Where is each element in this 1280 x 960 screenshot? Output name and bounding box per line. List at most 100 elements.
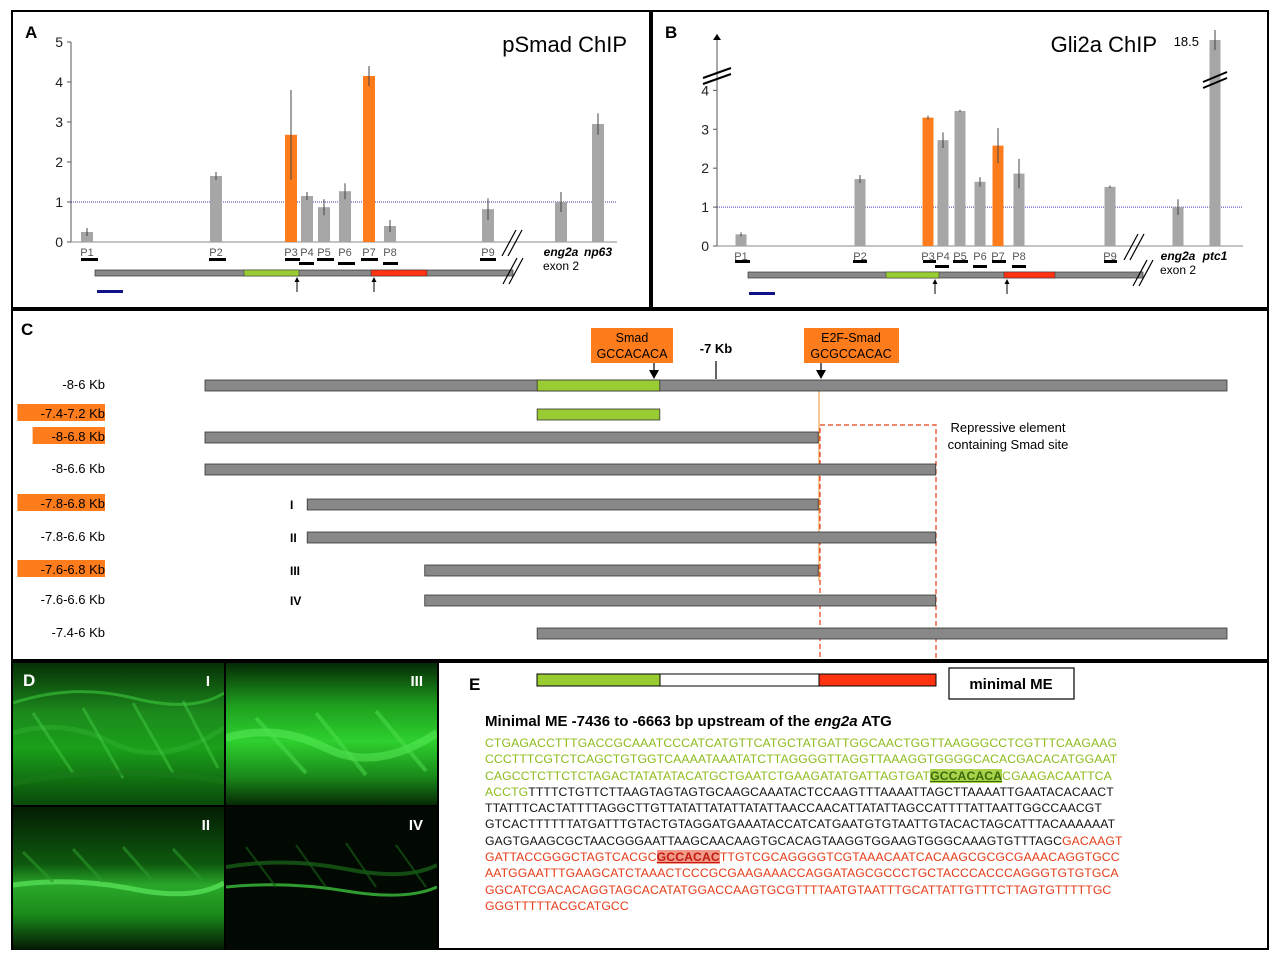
sequence-segment: TTATTTCACTATTTTAGGCTTGTTATATTATATTATATTA… [485, 801, 1102, 816]
panel-e: E minimal ME Minimal ME -7436 to -6663 b… [437, 661, 1269, 950]
x-tick-label: P5 [317, 247, 330, 259]
primer-mark [209, 258, 226, 261]
minimal-me-red-segment [818, 673, 937, 687]
repressive-note-2: containing Smad site [948, 437, 1069, 452]
chart-title: pSmad ChIP [502, 32, 627, 57]
site-arrow-head [1004, 279, 1010, 284]
bar-P1 [81, 232, 93, 242]
construct-label-highlight [17, 494, 105, 511]
embryo-image-IV: IV [226, 807, 437, 950]
x-tick-label: P8 [383, 247, 396, 259]
site-arrow-head [932, 279, 938, 284]
bar-P4 [937, 140, 949, 246]
y-tick-label: 3 [701, 121, 709, 137]
sequence-segment: GTCACTTTTTTATGATTTGTACTGTAGGATGAAATACCAT… [485, 817, 1116, 832]
sequence-segment: GGGTTTTTACGCATGCC [485, 898, 629, 913]
primer-mark [935, 265, 949, 268]
construct-bar [424, 594, 937, 607]
y-tick-label: 0 [55, 234, 63, 250]
genomic-red-region [1003, 271, 1056, 279]
panel-letter: B [665, 23, 677, 42]
construct-roman: II [290, 531, 297, 545]
x-axis-break-mark [1123, 233, 1145, 261]
construct-label: -7.4-6 Kb [52, 625, 105, 640]
sequence-line: GGCATCGACACAGGTAGCACATATGGACCAAGTGCGTTTT… [485, 882, 1245, 898]
construct-roman: IV [290, 594, 301, 608]
minimal-me-box-label: minimal ME [969, 676, 1052, 693]
e2f-site-box [804, 328, 899, 363]
dna-sequence: CTGAGACCTTTGACCGCAAATCCCATCATGTTCATGCTAT… [485, 735, 1245, 914]
construct-label: -8-6.6 Kb [52, 461, 105, 476]
tile-label-III: III [410, 673, 423, 690]
repressive-note-1: Repressive element [951, 420, 1066, 435]
bar-eng2a-exon-2 [555, 202, 567, 242]
y-tick-label: 0 [701, 238, 709, 254]
bar-P2 [210, 176, 222, 242]
y-tick-label: 1 [701, 199, 709, 215]
minimal-me-green-segment [536, 673, 661, 687]
sequence-segment: TTTTCTGTTCTTAAGTAGTAGTGCAAGCAAATACTCCAAG… [528, 784, 1114, 799]
construct-bar [306, 531, 937, 544]
construct-bar [424, 564, 819, 577]
sequence-segment: CTGAGACCTTTGACCGCAAATCCCATCATGTTCATGCTAT… [485, 736, 1118, 750]
sequence-line: TTATTTCACTATTTTAGGCTTGTTATATTATATTATATTA… [485, 800, 1245, 816]
x-tick-label: eng2a [1161, 249, 1196, 263]
y-tick-label: 1 [55, 194, 63, 210]
embryo-image-II: II [13, 807, 224, 950]
bar-P6 [974, 181, 986, 246]
construct-bar [204, 463, 937, 476]
bar-P8 [384, 226, 396, 242]
construct-label-highlight [17, 560, 105, 577]
sequence-segment: GATTACCGGGCTAGTCACGC [485, 850, 657, 865]
x-tick-label: P6 [973, 251, 986, 263]
minimal-me-white-segment [659, 673, 820, 687]
panel-letter-d: D [23, 671, 36, 690]
bar-np63 [592, 124, 604, 242]
x-tick-label: P6 [338, 247, 351, 259]
bar-P4 [301, 196, 313, 242]
site-arrow-head [816, 370, 826, 379]
bar-P5 [954, 110, 966, 246]
bar-P6 [339, 191, 351, 242]
bar-P1 [735, 234, 747, 246]
repressive-element-box [819, 424, 937, 659]
bar-P3 [922, 117, 934, 246]
x-tick-sublabel: exon 2 [543, 259, 579, 273]
construct-bar [204, 379, 1228, 392]
bar-P7 [363, 76, 375, 242]
primer-mark [338, 262, 355, 265]
scale-bar [749, 292, 775, 295]
y-tick-label: 2 [55, 154, 63, 170]
embryo-image-I: I [13, 663, 224, 805]
primer-mark [992, 260, 1006, 263]
bar-P9 [1104, 186, 1116, 246]
site-arrow-head [294, 277, 300, 282]
primer-mark [317, 258, 334, 261]
primer-mark [361, 258, 378, 261]
bar-P9 [482, 209, 494, 242]
x-tick-label: eng2a [544, 245, 579, 259]
panel-letter: A [25, 23, 37, 42]
sequence-segment: TTGTCGCAGGGGTCGTAAACAATCACAAGCGCGCGAAACA… [719, 850, 1120, 865]
construct-label-highlight [32, 427, 105, 444]
kb-marker-label: -7 Kb [700, 341, 733, 356]
minimal-me-diagram: E minimal ME [469, 667, 1075, 700]
sequence-line: CCCTTTCGTCTCAGCTGTGGTCAAAATAAATATCTTAGGG… [485, 751, 1245, 767]
sequence-segment: GACAAGT [1062, 833, 1123, 848]
axis-break-mark [702, 67, 732, 85]
construct-label: -7.8-6.6 Kb [41, 529, 105, 544]
genomic-bar [94, 269, 514, 277]
y-axis-arrow [713, 34, 721, 40]
bar-ptc1 [1209, 40, 1221, 246]
primer-mark [853, 260, 867, 263]
y-tick-label: 3 [55, 114, 63, 130]
x-tick-label: P9 [481, 247, 494, 259]
x-tick-label: P2 [209, 247, 222, 259]
sequence-segment: GAGTGAAGCGCTAACGGGAATTAAGCAACAAGTGCACAGT… [485, 833, 1063, 848]
bar-P7 [992, 145, 1004, 246]
bar-eng2a-exon-2 [1172, 207, 1184, 246]
y-tick-label: 4 [701, 82, 709, 98]
genomic-green-region [243, 269, 300, 277]
